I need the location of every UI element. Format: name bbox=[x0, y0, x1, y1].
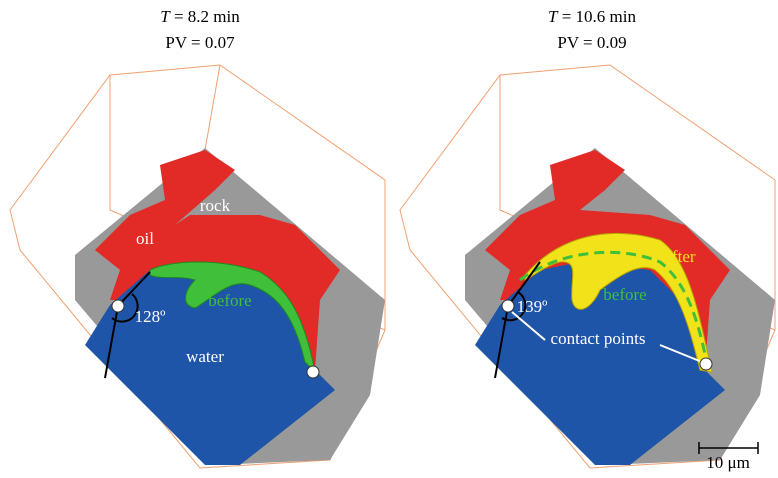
interface-after bbox=[524, 232, 713, 373]
label-water: water bbox=[186, 347, 224, 366]
tangent bbox=[494, 305, 509, 379]
water bbox=[475, 262, 725, 465]
symbol: T bbox=[160, 7, 171, 26]
title-text: = 8.2 min bbox=[174, 7, 240, 26]
angle-arc bbox=[501, 291, 527, 322]
panel-subtitle: PV = 0.09 bbox=[557, 33, 626, 52]
pointer bbox=[511, 311, 546, 341]
title-text: = 10.6 min bbox=[562, 7, 637, 26]
tangent bbox=[507, 261, 541, 307]
panel-2: after before 139º contact points bbox=[399, 64, 776, 469]
label-rock: rock bbox=[200, 196, 231, 215]
scale-bar: 10 μm bbox=[698, 442, 759, 472]
angle-arc bbox=[111, 293, 139, 323]
label-contact: contact points bbox=[551, 329, 646, 348]
contact-point bbox=[306, 365, 320, 379]
panel-title: T = 10.6 min bbox=[548, 7, 637, 26]
label-oil: oil bbox=[136, 229, 154, 248]
panel-subtitle: PV = 0.07 bbox=[165, 33, 235, 52]
interface-before bbox=[149, 261, 316, 374]
label-angle: 128º bbox=[135, 307, 166, 326]
contact-point bbox=[501, 299, 515, 313]
label-before: before bbox=[603, 285, 646, 304]
contact-point bbox=[699, 357, 713, 371]
symbol: T bbox=[548, 7, 559, 26]
panel-1: rock oil before 128º water bbox=[9, 64, 386, 469]
pointer bbox=[659, 344, 703, 363]
label-before: before bbox=[208, 291, 251, 310]
tangent bbox=[104, 305, 119, 379]
tangent bbox=[117, 271, 151, 307]
label-after: after bbox=[664, 247, 695, 266]
water bbox=[85, 265, 335, 465]
box-edge bbox=[204, 64, 221, 151]
interface-before bbox=[519, 250, 710, 369]
scale-label: 10 μm bbox=[706, 453, 750, 472]
label-angle: 139º bbox=[517, 297, 548, 316]
panel-title: T = 8.2 min bbox=[160, 7, 240, 26]
contact-point bbox=[111, 299, 125, 313]
